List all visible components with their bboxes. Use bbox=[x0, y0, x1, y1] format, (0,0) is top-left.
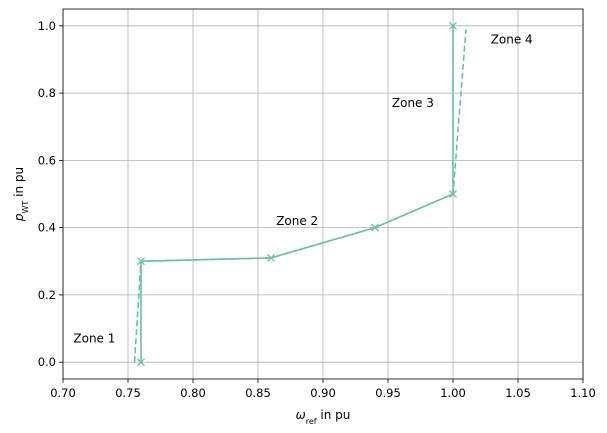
zone-label: Zone 1 bbox=[73, 332, 115, 346]
grid bbox=[62, 9, 584, 379]
zone-label: Zone 3 bbox=[392, 96, 434, 110]
x-axis-label: ωref in pu bbox=[296, 408, 351, 426]
x-tick-label: 1.00 bbox=[440, 386, 466, 400]
x-tick-label: 1.10 bbox=[570, 386, 596, 400]
zone-label: Zone 4 bbox=[491, 32, 533, 46]
dashed-series-line bbox=[133, 29, 467, 363]
x-tick-label: 0.90 bbox=[310, 386, 336, 400]
series-layer bbox=[133, 25, 467, 363]
zone-label: Zone 2 bbox=[276, 214, 318, 228]
solid-series-line bbox=[140, 25, 454, 363]
zone-annotations: Zone 1 Zone 2 Zone 3 Zone 4 bbox=[73, 32, 532, 345]
data-point-marker bbox=[137, 257, 145, 266]
x-tick-label: 0.95 bbox=[375, 386, 401, 400]
x-tick-label: 0.75 bbox=[115, 386, 141, 400]
marker-layer bbox=[137, 21, 457, 367]
ticks: 0.70 0.75 0.80 0.85 0.90 0.95 1.00 1.05 1.10 0.0 0… bbox=[38, 19, 596, 400]
data-point-marker bbox=[449, 21, 457, 30]
x-tick-label: 0.85 bbox=[245, 386, 271, 400]
y-tick-label: 0.2 bbox=[38, 288, 56, 302]
y-tick-label: 0.4 bbox=[38, 221, 56, 235]
y-tick-label: 1.0 bbox=[38, 19, 56, 33]
y-tick-label: 0.8 bbox=[38, 86, 56, 100]
y-tick-label: 0.0 bbox=[38, 355, 56, 369]
x-tick-label: 0.80 bbox=[180, 386, 206, 400]
data-point-marker bbox=[371, 223, 379, 232]
x-tick-label: 0.70 bbox=[50, 386, 76, 400]
x-tick-label: 1.05 bbox=[505, 386, 531, 400]
data-point-marker bbox=[449, 190, 457, 198]
y-tick-label: 0.6 bbox=[38, 153, 56, 167]
data-point-marker bbox=[267, 253, 275, 262]
data-point-marker bbox=[137, 358, 145, 367]
y-axis-label: pWT in pu bbox=[12, 167, 30, 222]
